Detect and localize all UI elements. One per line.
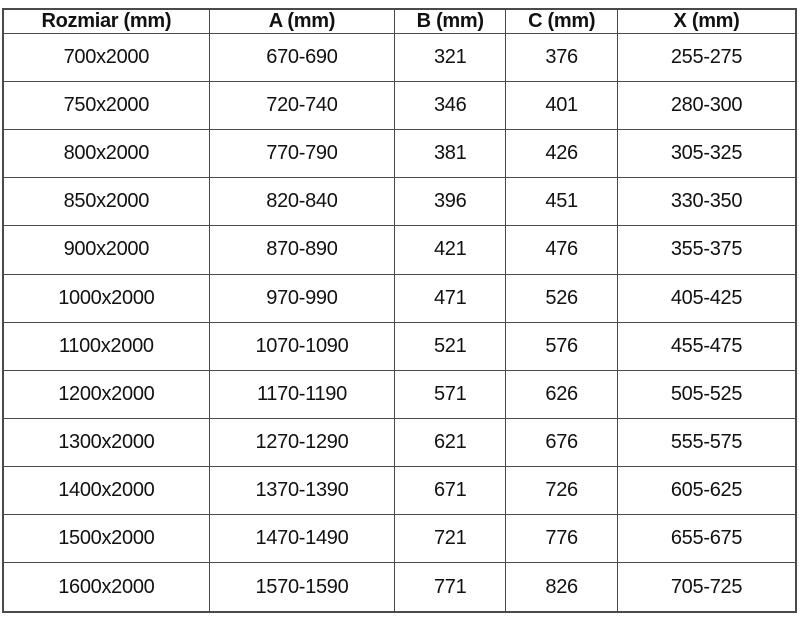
column-header-rozmiar: Rozmiar (mm) [2,8,210,34]
table-row: 1500x2000 1470-1490 721 776 655-675 [2,514,797,564]
table-cell: 1370-1390 [208,465,396,516]
column-header-a: A (mm) [208,8,396,34]
table-row: 1400x2000 1370-1390 671 726 605-625 [2,465,797,516]
table-cell: 770-790 [208,129,396,179]
table-row: 1000x2000 970-990 471 526 405-425 [2,273,797,323]
table-cell: 1570-1590 [208,562,396,613]
table-cell: 471 [394,273,507,323]
table-cell: 721 [394,514,507,564]
table-row: 1600x2000 1570-1590 771 826 705-725 [2,562,797,613]
table-cell: 505-525 [617,369,797,419]
table-cell: 321 [394,32,507,83]
table-cell: 1000x2000 [2,273,210,323]
column-header-c: C (mm) [505,8,619,34]
dimensions-table-container: Rozmiar (mm) A (mm) B (mm) C (mm) X (mm)… [2,8,797,613]
column-header-x: X (mm) [617,8,797,34]
table-cell: 676 [505,417,619,467]
table-cell: 605-625 [617,465,797,516]
table-cell: 1200x2000 [2,369,210,419]
table-cell: 870-890 [208,225,396,275]
table-cell: 405-425 [617,273,797,323]
table-cell: 280-300 [617,81,797,131]
table-row: 800x2000 770-790 381 426 305-325 [2,129,797,179]
table-cell: 621 [394,417,507,467]
table-cell: 576 [505,321,619,371]
table-cell: 346 [394,81,507,131]
table-cell: 750x2000 [2,81,210,131]
table-cell: 900x2000 [2,225,210,275]
table-cell: 1170-1190 [208,369,396,419]
table-cell: 521 [394,321,507,371]
table-cell: 1070-1090 [208,321,396,371]
table-cell: 850x2000 [2,177,210,227]
table-row: 750x2000 720-740 346 401 280-300 [2,81,797,131]
table-cell: 1100x2000 [2,321,210,371]
table-cell: 421 [394,225,507,275]
table-body: 700x2000 670-690 321 376 255-275 750x2000 720-… [2,32,797,613]
table-cell: 720-740 [208,81,396,131]
table-cell: 476 [505,225,619,275]
table-row: 1300x2000 1270-1290 621 676 555-575 [2,417,797,467]
table-cell: 376 [505,32,619,83]
table-row: 1200x2000 1170-1190 571 626 505-525 [2,369,797,419]
table-cell: 655-675 [617,514,797,564]
table-row: 1100x2000 1070-1090 521 576 455-475 [2,321,797,371]
table-cell: 455-475 [617,321,797,371]
table-cell: 381 [394,129,507,179]
table-cell: 1500x2000 [2,514,210,564]
table-row: 700x2000 670-690 321 376 255-275 [2,32,797,83]
table-cell: 771 [394,562,507,613]
table-cell: 670-690 [208,32,396,83]
table-cell: 426 [505,129,619,179]
table-cell: 1270-1290 [208,417,396,467]
table-cell: 826 [505,562,619,613]
table-cell: 526 [505,273,619,323]
table-cell: 820-840 [208,177,396,227]
table-cell: 626 [505,369,619,419]
table-cell: 700x2000 [2,32,210,83]
table-cell: 555-575 [617,417,797,467]
table-cell: 571 [394,369,507,419]
table-cell: 255-275 [617,32,797,83]
header-row: Rozmiar (mm) A (mm) B (mm) C (mm) X (mm) [2,8,797,34]
table-cell: 451 [505,177,619,227]
table-cell: 1600x2000 [2,562,210,613]
table-cell: 1400x2000 [2,465,210,516]
table-cell: 726 [505,465,619,516]
table-cell: 396 [394,177,507,227]
table-row: 900x2000 870-890 421 476 355-375 [2,225,797,275]
column-header-b: B (mm) [394,8,507,34]
table-cell: 401 [505,81,619,131]
table-cell: 1470-1490 [208,514,396,564]
table-cell: 330-350 [617,177,797,227]
table-cell: 305-325 [617,129,797,179]
table-cell: 1300x2000 [2,417,210,467]
dimensions-table: Rozmiar (mm) A (mm) B (mm) C (mm) X (mm)… [2,8,797,613]
table-cell: 705-725 [617,562,797,613]
table-cell: 970-990 [208,273,396,323]
table-cell: 355-375 [617,225,797,275]
table-cell: 800x2000 [2,129,210,179]
table-row: 850x2000 820-840 396 451 330-350 [2,177,797,227]
table-cell: 776 [505,514,619,564]
table-cell: 671 [394,465,507,516]
